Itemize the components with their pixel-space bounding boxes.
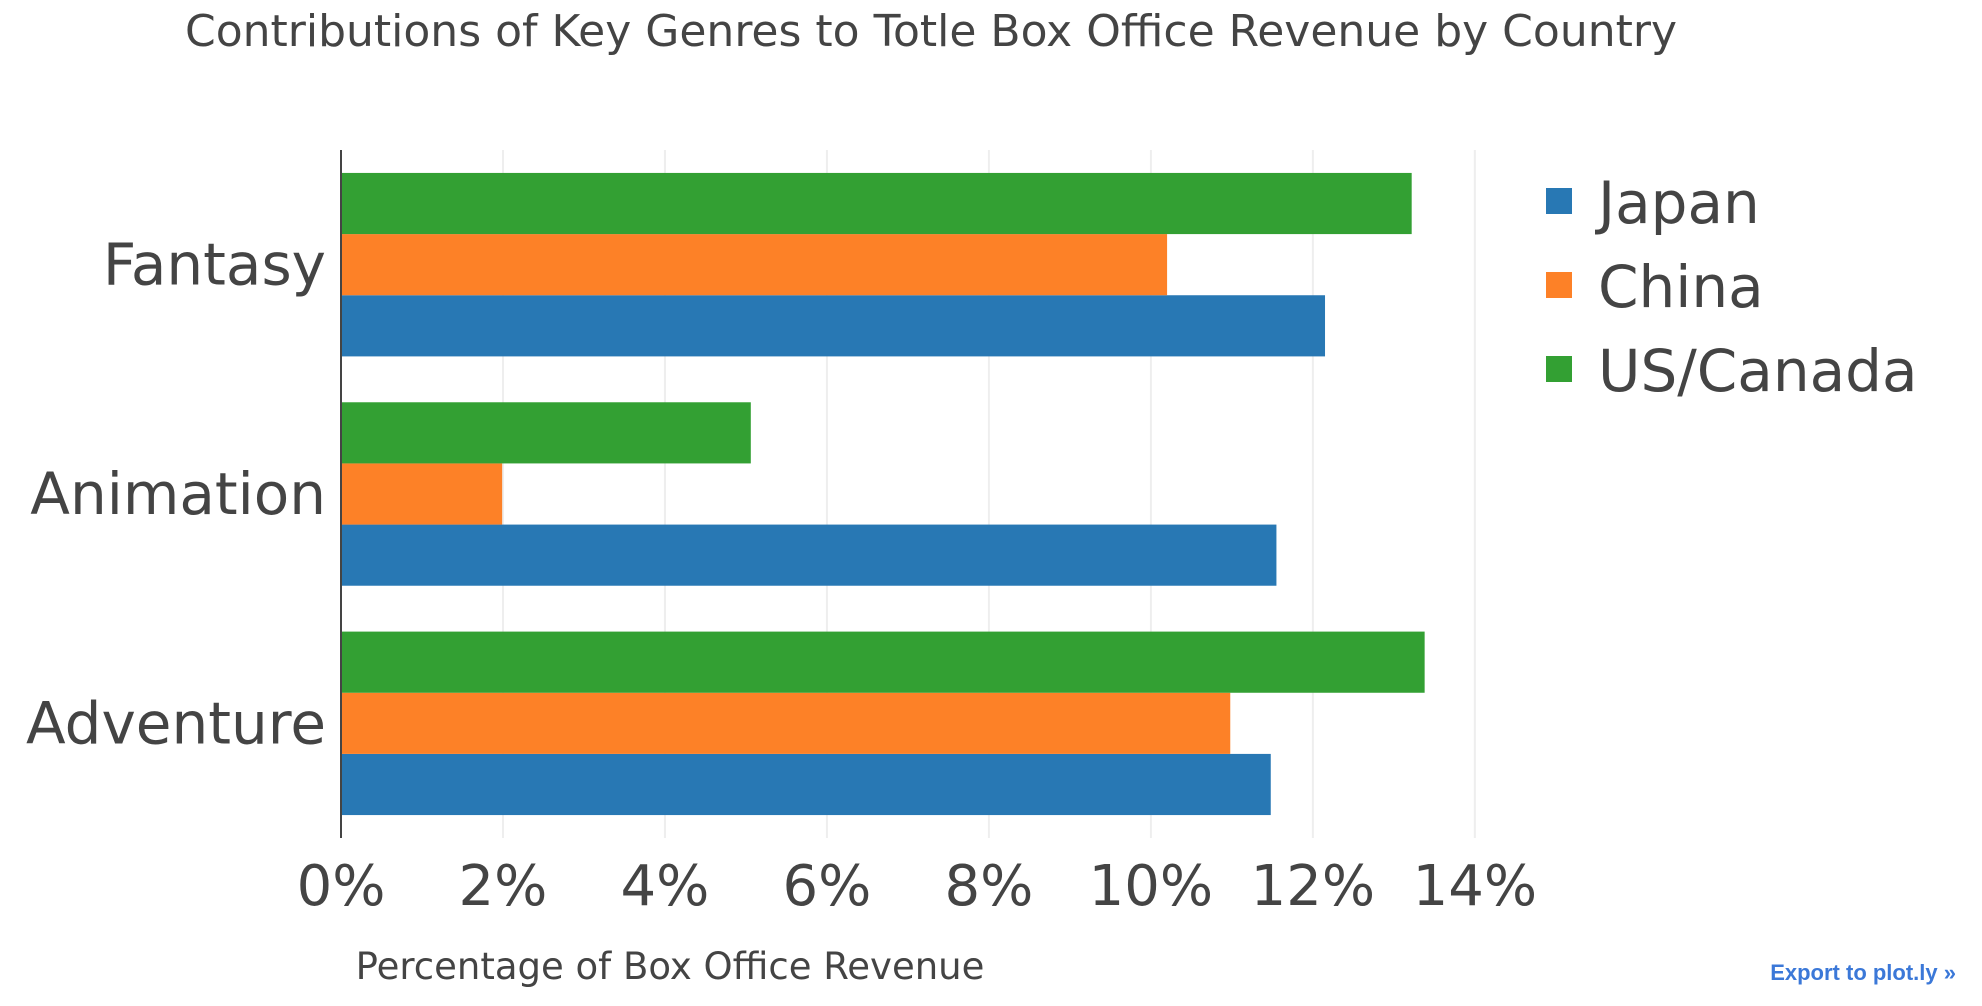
chart-title: Contributions of Key Genres to Totle Box… [185,6,1677,57]
bar-japan [341,295,1326,357]
bar-us-canada [341,631,1425,693]
legend-label: Japan [1595,169,1760,237]
x-tick-label: 8% [944,854,1033,919]
legend-label: China [1598,253,1764,321]
category-labels: Fantasy Animation Adventure [26,231,326,758]
category-label: Adventure [26,689,326,757]
x-axis-title: Percentage of Box Office Revenue [356,945,985,988]
export-to-plotly-link[interactable]: Export to plot.ly » [1770,960,1956,985]
x-tick-label: 4% [621,854,710,919]
x-tick-label: 10% [1089,854,1213,919]
legend-swatch [1546,272,1572,298]
bars [341,172,1425,816]
category-label: Animation [30,460,326,528]
x-tick-label: 12% [1251,854,1375,919]
x-tick-label: 2% [459,854,548,919]
bar-china [341,692,1231,754]
x-tick-label: 14% [1413,854,1537,919]
category-label: Fantasy [103,231,326,299]
bar-china [341,234,1168,296]
legend-label: US/Canada [1598,337,1918,405]
bar-japan [341,753,1271,816]
legend-swatch [1546,188,1572,214]
legend-swatch [1546,356,1572,382]
x-tick-labels: 0% 2% 4% 6% 8% 10% 12% 14% [297,854,1538,919]
bar-us-canada [341,172,1412,235]
bar-china [341,463,503,525]
bar-japan [341,524,1277,586]
x-tick-label: 6% [783,854,872,919]
bar-us-canada [341,402,751,464]
legend: Japan China US/Canada [1546,169,1918,405]
x-tick-label: 0% [297,854,386,919]
